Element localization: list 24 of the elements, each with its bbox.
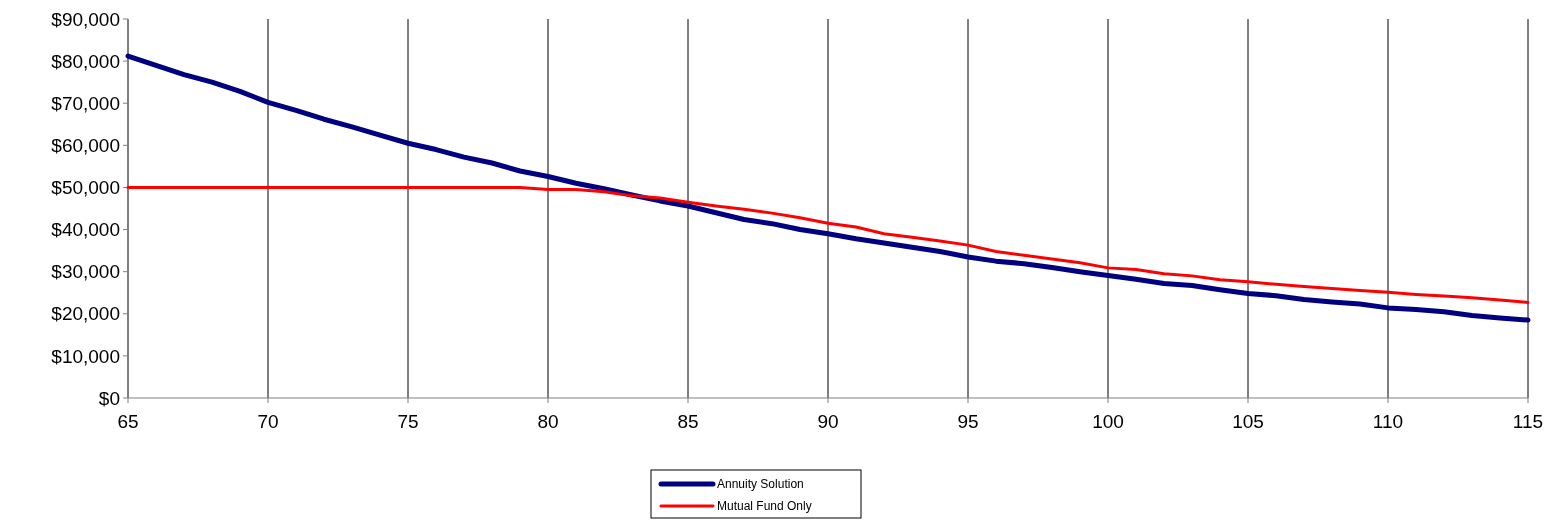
legend-label: Mutual Fund Only: [717, 499, 812, 514]
y-tick-label: $60,000: [51, 134, 120, 156]
x-tick-label: 115: [1512, 411, 1544, 432]
y-tick-label: $90,000: [51, 8, 120, 30]
y-tick-label: $10,000: [51, 345, 120, 367]
x-tick-label: 100: [1092, 411, 1124, 432]
y-tick-label: $80,000: [51, 50, 120, 72]
x-tick-label: 65: [117, 411, 139, 432]
x-tick-label: 75: [397, 411, 419, 432]
x-tick-label: 110: [1372, 411, 1404, 432]
y-tick-label: $40,000: [51, 219, 120, 241]
x-tick-label: 95: [957, 411, 979, 432]
x-tick-label: 85: [677, 411, 699, 432]
y-tick-label: $50,000: [51, 177, 120, 199]
x-tick-label: 90: [817, 411, 839, 432]
y-tick-label: $0: [98, 387, 120, 409]
x-tick-label: 70: [257, 411, 279, 432]
x-tick-label: 80: [537, 411, 559, 432]
y-tick-label: $30,000: [51, 261, 120, 283]
y-tick-label: $20,000: [51, 303, 120, 325]
line-series: [126, 185, 1530, 304]
legend-label: Annuity Solution: [717, 477, 804, 492]
y-tick-label: $70,000: [51, 92, 120, 114]
x-tick-label: 105: [1232, 411, 1264, 432]
